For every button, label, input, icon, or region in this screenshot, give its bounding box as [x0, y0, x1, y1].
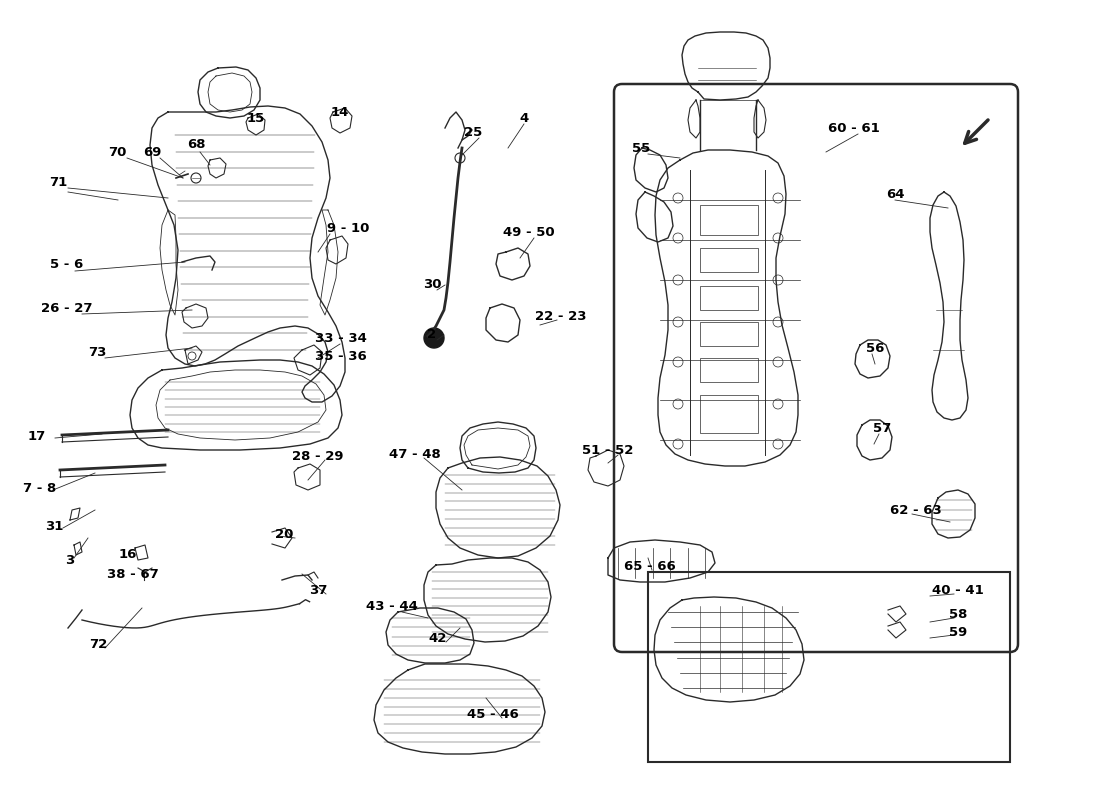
Text: 2: 2 [428, 329, 437, 342]
Bar [700, 286, 758, 310]
Bar [700, 205, 758, 235]
Text: 28 - 29: 28 - 29 [293, 450, 343, 462]
Text: 42: 42 [429, 631, 448, 645]
Text: 4: 4 [519, 111, 529, 125]
Text: 73: 73 [88, 346, 107, 358]
Text: 64: 64 [886, 189, 904, 202]
Text: 71: 71 [48, 177, 67, 190]
Text: 45 - 46: 45 - 46 [468, 709, 519, 722]
Bar [700, 322, 758, 346]
Text: 16: 16 [119, 549, 138, 562]
Text: 70: 70 [108, 146, 126, 158]
Text: 30: 30 [422, 278, 441, 291]
Text: 37: 37 [309, 583, 327, 597]
Text: 3: 3 [65, 554, 75, 566]
Text: 7 - 8: 7 - 8 [23, 482, 56, 494]
Text: 43 - 44: 43 - 44 [366, 601, 418, 614]
Circle shape [424, 328, 444, 348]
Bar [700, 248, 758, 272]
Text: 17: 17 [28, 430, 46, 442]
Text: 40 - 41: 40 - 41 [932, 583, 983, 597]
Text: 55: 55 [631, 142, 650, 154]
Text: 22 - 23: 22 - 23 [536, 310, 586, 322]
Bar [700, 395, 758, 433]
Text: 72: 72 [89, 638, 107, 651]
Text: 25: 25 [464, 126, 482, 139]
Bar [648, 572, 1010, 762]
Text: 62 - 63: 62 - 63 [890, 503, 942, 517]
Text: 56: 56 [866, 342, 884, 354]
Text: 15: 15 [246, 111, 265, 125]
Text: 9 - 10: 9 - 10 [327, 222, 370, 234]
Text: 57: 57 [873, 422, 891, 434]
Bar [700, 358, 758, 382]
Text: 35 - 36: 35 - 36 [315, 350, 367, 362]
Text: 14: 14 [331, 106, 349, 118]
Text: 65 - 66: 65 - 66 [624, 559, 675, 573]
Text: 26 - 27: 26 - 27 [42, 302, 92, 314]
Text: 58: 58 [949, 609, 967, 622]
Text: 38 - 67: 38 - 67 [107, 569, 158, 582]
Text: 5 - 6: 5 - 6 [51, 258, 84, 271]
Text: 49 - 50: 49 - 50 [503, 226, 554, 238]
Text: 68: 68 [187, 138, 206, 151]
Text: 31: 31 [45, 521, 63, 534]
Text: 60 - 61: 60 - 61 [828, 122, 880, 134]
Text: 33 - 34: 33 - 34 [315, 331, 367, 345]
Text: 51 - 52: 51 - 52 [582, 445, 634, 458]
Text: 20: 20 [275, 529, 294, 542]
Text: 47 - 48: 47 - 48 [389, 449, 441, 462]
Text: 69: 69 [143, 146, 162, 158]
Text: 59: 59 [949, 626, 967, 638]
